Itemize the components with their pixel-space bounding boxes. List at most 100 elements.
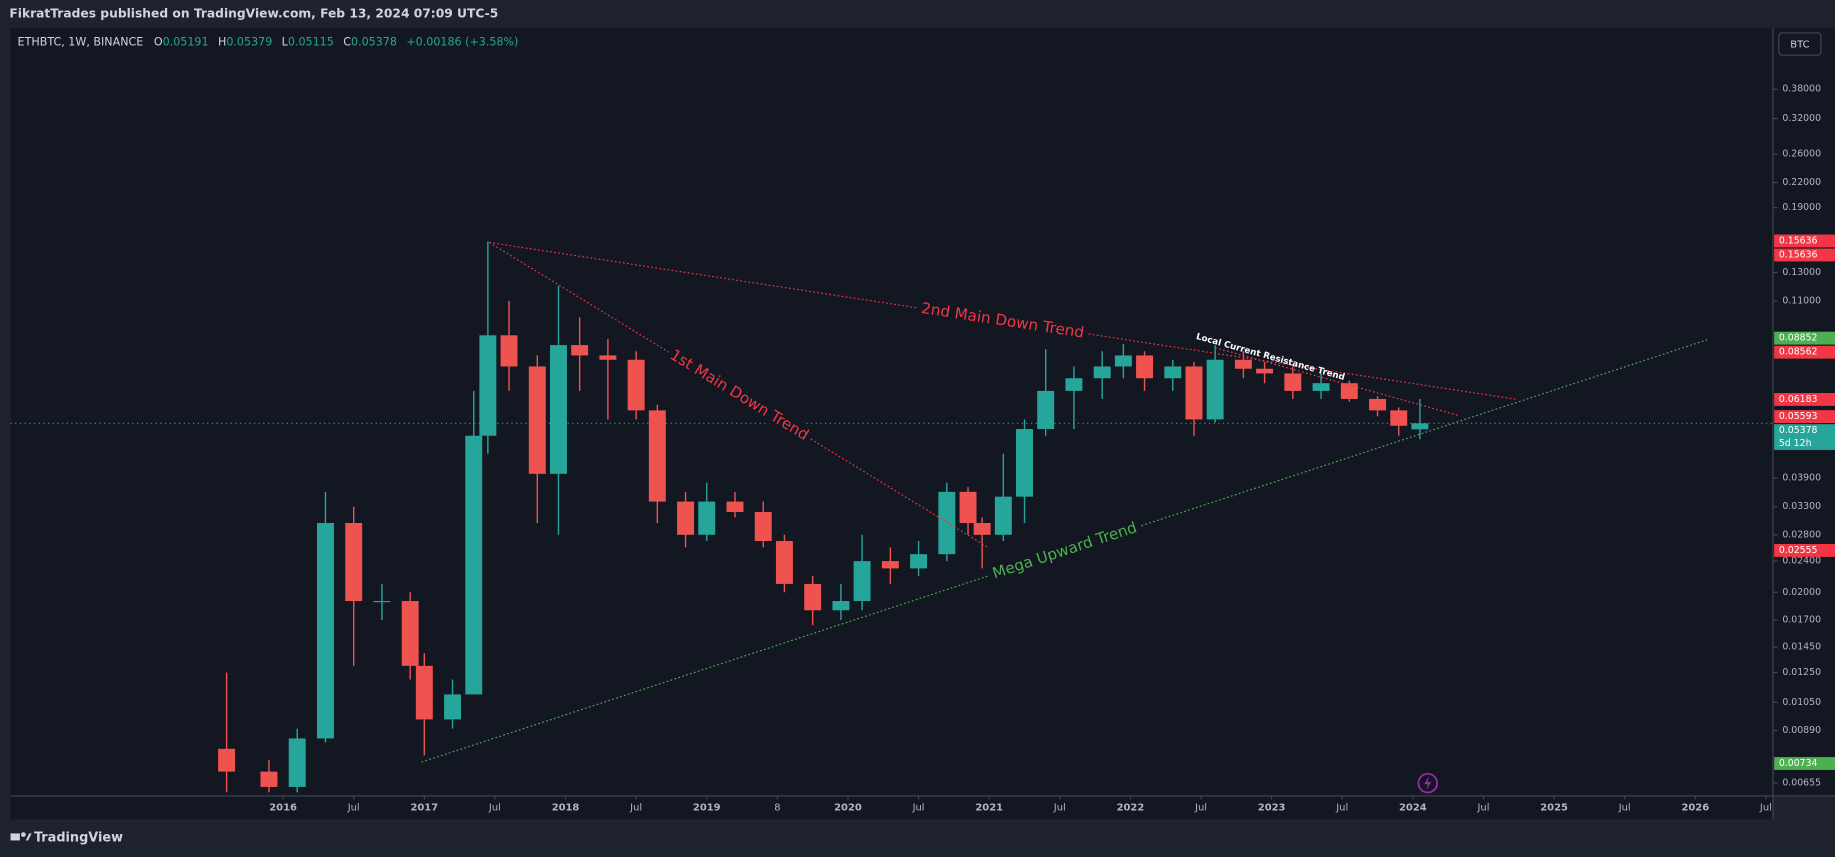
logo-mark	[10, 833, 20, 841]
candle-body	[260, 771, 278, 787]
legend: ETHBTC, 1W, BINANCE O0.05191 H0.05379 L0…	[18, 35, 519, 48]
trendline	[1214, 347, 1460, 417]
candle-body	[401, 601, 419, 666]
trendline	[488, 241, 990, 549]
price-label-bg	[1774, 424, 1835, 450]
label-bg	[663, 343, 816, 446]
x-tick-label: Jul	[488, 803, 501, 814]
currency-button-label[interactable]: BTC	[1790, 40, 1809, 51]
candle-body	[832, 601, 850, 611]
y-tick-label: 0.02000	[1782, 587, 1821, 598]
candle-body	[549, 345, 567, 474]
y-tick-label: 0.22000	[1782, 177, 1821, 188]
x-tick-label: 2018	[552, 803, 580, 814]
brand-logo	[10, 832, 32, 841]
y-tick-label: 0.00655	[1782, 777, 1821, 788]
candle-body	[1340, 383, 1358, 399]
price-label-bg	[1774, 757, 1835, 770]
candle-body	[1284, 373, 1302, 391]
candle-body	[973, 522, 991, 535]
x-tick-label: Jul	[1476, 803, 1489, 814]
lightning-icon[interactable]	[1417, 772, 1438, 794]
y-tick-label: 0.32000	[1782, 113, 1821, 124]
x-tick-label: 2025	[1540, 803, 1568, 814]
x-tick-label: 8	[774, 803, 780, 814]
x-tick-label: 2021	[975, 803, 1003, 814]
candle-body	[218, 748, 236, 772]
x-tick-label: 2023	[1258, 803, 1286, 814]
price-label: 0.08852	[1779, 333, 1818, 344]
x-tick-label: Jul	[1194, 803, 1207, 814]
x-tick-label: Jul	[1053, 803, 1066, 814]
y-tick-label: 0.19000	[1782, 202, 1821, 213]
currency-button[interactable]	[1778, 32, 1822, 56]
candle-body	[1256, 368, 1274, 374]
price-label-bg	[1774, 543, 1835, 557]
c-label: C	[343, 35, 351, 48]
candle-body	[571, 345, 589, 356]
candle-body	[1136, 355, 1154, 379]
h-value: 0.05379	[226, 35, 272, 48]
o-value: 0.05191	[163, 35, 209, 48]
publisher: FikratTrades published on TradingView.co…	[9, 7, 498, 21]
x-tick-label: Jul	[1335, 803, 1348, 814]
y-tick-label: 0.03300	[1782, 501, 1821, 512]
candle-body	[910, 554, 928, 569]
candle-body	[804, 583, 822, 611]
y-tick-label: 0.01450	[1782, 642, 1821, 653]
brand: TradingView	[34, 831, 123, 846]
y-tick-label: 0.01050	[1782, 697, 1821, 708]
logo-mark	[25, 833, 32, 841]
candle-body	[775, 540, 793, 584]
candle-body	[288, 738, 306, 787]
candle-body	[959, 491, 977, 523]
candle-body	[465, 435, 483, 695]
candle-body	[754, 511, 772, 541]
y-tick-label: 0.26000	[1782, 149, 1821, 160]
x-tick-label: 2019	[693, 803, 721, 814]
overlay: 0.38000 0.32000 0.26000 0.22000 0.19000 0.130…	[269, 84, 1835, 814]
x-tick-label: Jul	[629, 803, 642, 814]
logo-mark	[21, 832, 26, 837]
x-tick-label: Jul	[1759, 803, 1772, 814]
candle-body	[345, 522, 363, 602]
x-tick-label: 2026	[1681, 803, 1709, 814]
price-label-bg	[1774, 234, 1835, 248]
candle-body	[316, 522, 334, 739]
price-label: 0.00734	[1779, 758, 1818, 769]
candle-body	[1312, 383, 1330, 391]
candle-body	[1206, 359, 1224, 420]
price-label-bg	[1774, 410, 1835, 424]
price-label: 0.05378	[1779, 425, 1818, 436]
candle-body	[853, 561, 871, 602]
x-tick-label: 2024	[1399, 803, 1427, 814]
candle-body	[938, 491, 956, 555]
candle-body	[1065, 378, 1083, 391]
price-label-bg	[1774, 248, 1835, 262]
price-label: 0.15636	[1779, 249, 1818, 260]
h-label: H	[218, 35, 226, 48]
o-label: O	[154, 35, 163, 48]
candle-body	[599, 355, 617, 360]
candle-body	[677, 501, 695, 535]
candle-body	[1411, 423, 1429, 430]
label-bg	[916, 298, 1089, 343]
candle-body	[1037, 390, 1055, 430]
candle-body	[1114, 355, 1132, 367]
x-tick-label: Jul	[1618, 803, 1631, 814]
candle-body	[1093, 366, 1111, 379]
x-tick-label: 2022	[1117, 803, 1145, 814]
candle-body	[1369, 398, 1387, 411]
price-label: 0.02555	[1779, 545, 1818, 556]
label-bg	[986, 517, 1143, 584]
x-tick-label: 2017	[410, 803, 438, 814]
candle-body	[444, 694, 462, 720]
candle-body	[1390, 410, 1408, 426]
plot-area	[10, 28, 1773, 796]
candle-body	[479, 335, 497, 436]
y-tick-label: 0.00890	[1782, 725, 1821, 736]
candle-body	[627, 359, 645, 411]
candle-body	[994, 496, 1012, 535]
candle-body	[1234, 359, 1252, 369]
